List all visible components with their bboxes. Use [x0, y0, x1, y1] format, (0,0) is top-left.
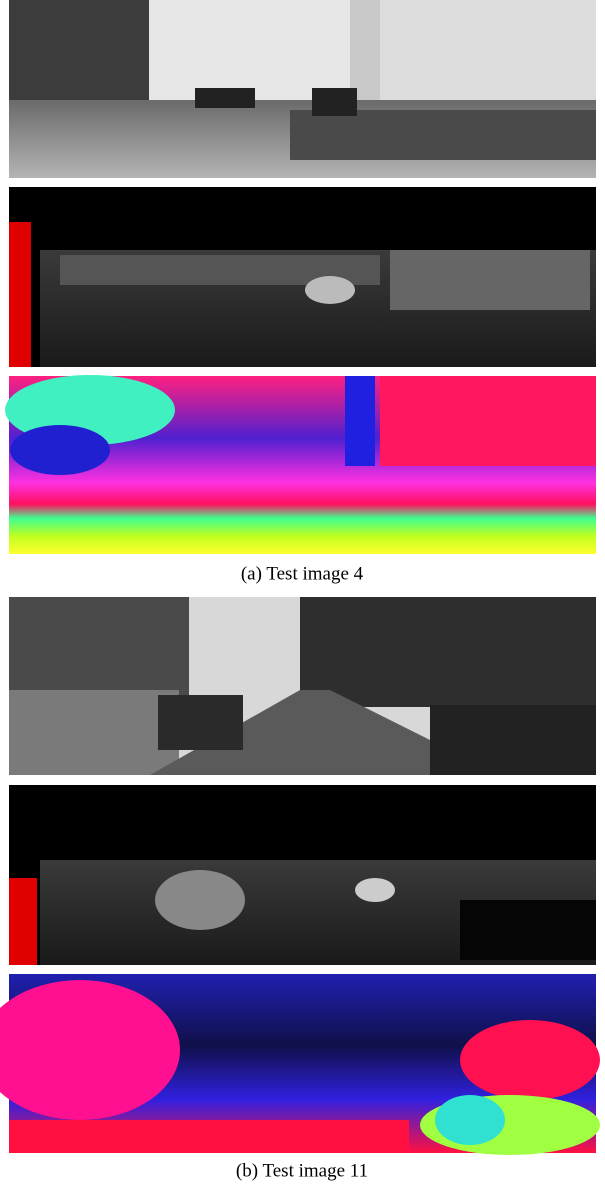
flow-b: [0, 974, 600, 1155]
photo-a: [9, 0, 596, 178]
warped-a: [9, 187, 596, 367]
page: (a) Test image 4 (b) Test image 11 (() =…: [0, 0, 605, 1191]
caption: (a) Test image 4: [241, 563, 364, 584]
caption: (b) Test image 11: [236, 1160, 368, 1181]
figure: (a) Test image 4 (b) Test image 11: [0, 0, 605, 1191]
flow-a: [5, 375, 596, 554]
photo-b: [9, 597, 596, 775]
warped-b: [9, 785, 596, 965]
